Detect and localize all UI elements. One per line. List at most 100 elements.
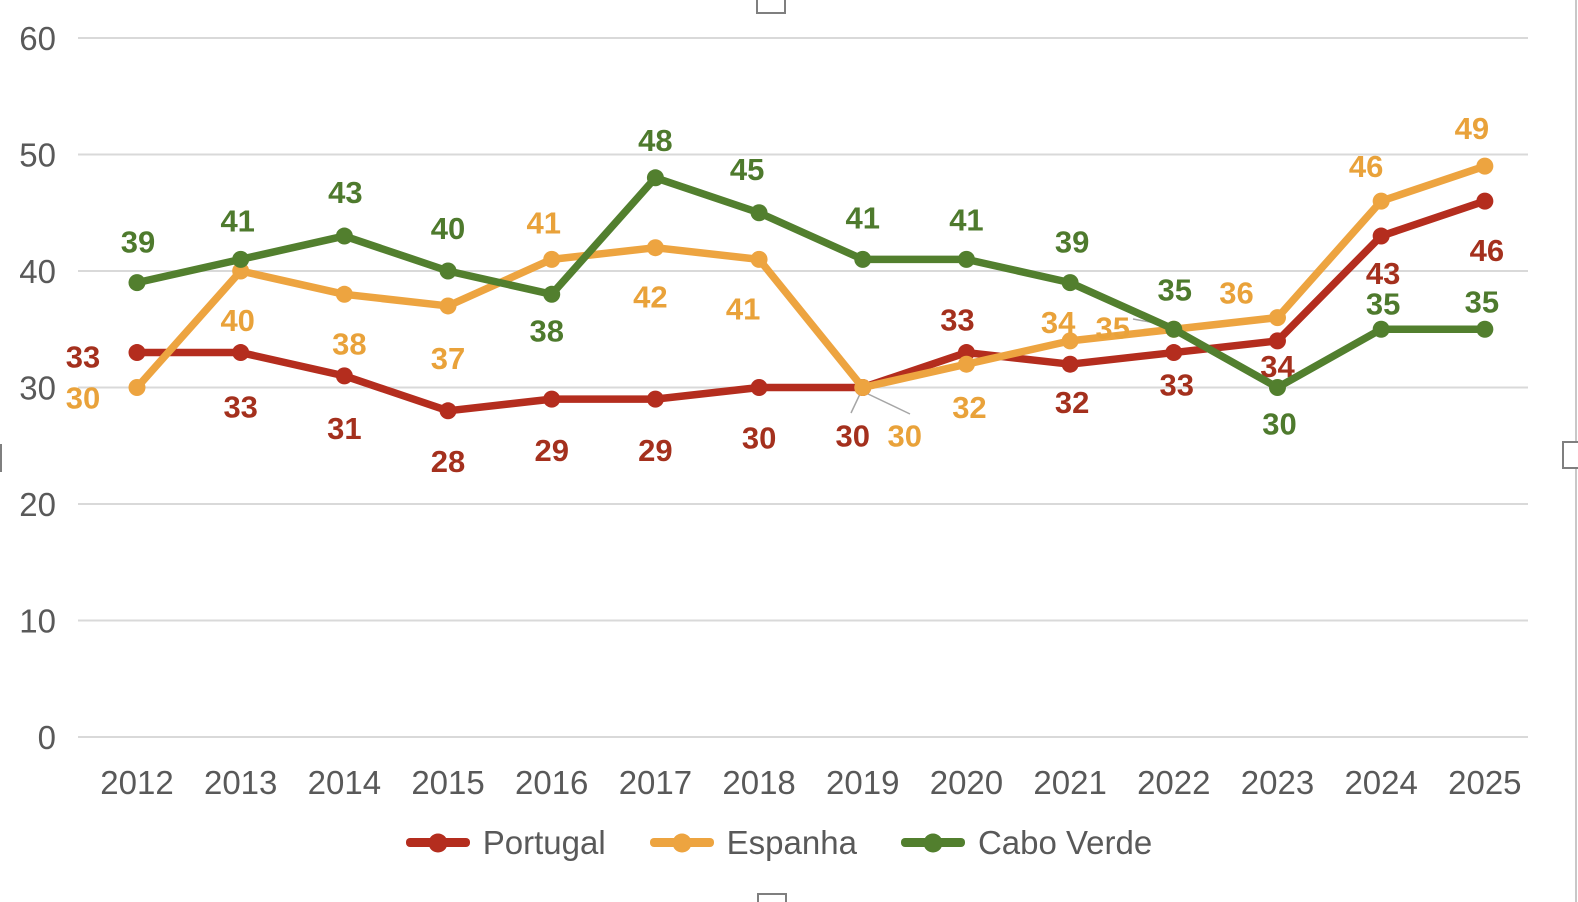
data-label-cabo-verde[interactable]: 43 — [328, 175, 362, 210]
data-point-portugal[interactable] — [439, 402, 457, 420]
data-point-espanha[interactable] — [1372, 192, 1390, 210]
chart-resize-handle-left[interactable] — [0, 444, 2, 472]
espanha-line-marker-icon — [649, 833, 714, 852]
y-axis-label: 40 — [19, 253, 56, 290]
data-label-portugal[interactable]: 30 — [836, 419, 870, 454]
data-label-cabo-verde[interactable]: 41 — [949, 202, 983, 237]
data-point-espanha[interactable] — [439, 297, 457, 315]
data-point-cabo-verde[interactable] — [646, 169, 664, 187]
data-label-espanha[interactable]: 40 — [220, 303, 254, 338]
y-axis-label: 30 — [19, 370, 56, 407]
data-point-cabo-verde[interactable] — [1372, 320, 1390, 338]
data-point-portugal[interactable] — [1268, 332, 1286, 350]
data-label-cabo-verde[interactable]: 38 — [529, 313, 563, 348]
data-point-espanha[interactable] — [335, 285, 353, 303]
data-point-espanha[interactable] — [1268, 309, 1286, 327]
data-label-portugal[interactable]: 33 — [940, 303, 974, 338]
data-point-portugal[interactable] — [1372, 227, 1390, 245]
data-label-espanha[interactable]: 30 — [888, 419, 922, 454]
data-point-cabo-verde[interactable] — [1165, 320, 1183, 338]
data-point-portugal[interactable] — [1165, 344, 1183, 362]
data-point-portugal[interactable] — [957, 344, 975, 362]
data-label-espanha[interactable]: 30 — [66, 381, 100, 416]
data-point-cabo-verde[interactable] — [750, 204, 768, 222]
data-point-cabo-verde[interactable] — [439, 262, 457, 280]
data-point-espanha[interactable] — [957, 355, 975, 373]
data-point-cabo-verde[interactable] — [335, 227, 353, 245]
data-label-leader-line — [850, 393, 861, 414]
data-point-espanha[interactable] — [646, 239, 664, 257]
data-point-espanha[interactable] — [128, 379, 146, 396]
data-label-espanha[interactable]: 42 — [633, 280, 667, 315]
legend-item-espanha[interactable]: Espanha — [649, 826, 857, 859]
data-label-espanha[interactable]: 38 — [332, 326, 366, 361]
data-label-cabo-verde[interactable]: 48 — [638, 123, 672, 158]
x-axis-label: 2018 — [722, 764, 795, 801]
data-label-cabo-verde[interactable]: 30 — [1262, 407, 1296, 442]
data-label-portugal[interactable]: 29 — [534, 433, 568, 468]
data-label-espanha[interactable]: 34 — [1041, 305, 1076, 340]
data-label-portugal[interactable]: 33 — [1160, 368, 1194, 403]
data-point-portugal[interactable] — [543, 390, 561, 408]
legend-item-cabo-verde[interactable]: Cabo Verde — [900, 826, 1152, 859]
series-line-espanha[interactable] — [133, 162, 1489, 392]
data-label-cabo-verde[interactable]: 35 — [1465, 284, 1499, 319]
data-label-espanha[interactable]: 36 — [1219, 276, 1253, 311]
data-label-cabo-verde[interactable]: 39 — [1055, 225, 1089, 260]
chart-resize-handle-bottom[interactable] — [757, 893, 787, 902]
data-point-portugal[interactable] — [128, 344, 146, 362]
data-point-portugal[interactable] — [1061, 355, 1079, 373]
data-point-cabo-verde[interactable] — [543, 285, 561, 303]
data-point-cabo-verde[interactable] — [232, 250, 250, 268]
data-label-portugal[interactable]: 28 — [431, 444, 465, 479]
data-label-portugal[interactable]: 43 — [1366, 256, 1400, 291]
data-label-cabo-verde[interactable]: 35 — [1366, 286, 1400, 321]
data-point-cabo-verde[interactable] — [1268, 379, 1286, 396]
data-point-espanha[interactable] — [1476, 157, 1494, 175]
data-label-cabo-verde[interactable]: 45 — [730, 152, 764, 187]
data-point-espanha[interactable] — [1061, 332, 1079, 350]
data-label-cabo-verde[interactable]: 39 — [121, 225, 155, 260]
data-label-espanha[interactable]: 46 — [1349, 149, 1383, 184]
legend-item-portugal[interactable]: Portugal — [405, 826, 606, 859]
data-point-espanha[interactable] — [750, 250, 768, 268]
data-label-portugal[interactable]: 32 — [1055, 385, 1089, 420]
data-label-espanha[interactable]: 41 — [726, 291, 760, 326]
data-label-portugal[interactable]: 30 — [742, 421, 776, 456]
data-point-portugal[interactable] — [750, 379, 768, 396]
x-axis-label: 2017 — [619, 764, 692, 801]
y-axis-label: 10 — [19, 603, 56, 640]
data-label-espanha[interactable]: 35 — [1096, 310, 1130, 345]
data-label-cabo-verde[interactable]: 41 — [846, 200, 880, 235]
data-label-cabo-verde[interactable]: 41 — [220, 203, 254, 238]
data-point-portugal[interactable] — [335, 367, 353, 385]
y-axis-label: 0 — [38, 719, 56, 756]
data-point-cabo-verde[interactable] — [1061, 274, 1079, 292]
data-label-portugal[interactable]: 31 — [327, 411, 361, 446]
data-label-cabo-verde[interactable]: 35 — [1158, 272, 1192, 307]
data-point-cabo-verde[interactable] — [957, 250, 975, 268]
data-point-cabo-verde[interactable] — [854, 250, 872, 268]
data-label-portugal[interactable]: 29 — [638, 433, 672, 468]
data-point-espanha[interactable] — [232, 262, 250, 280]
data-point-espanha[interactable] — [854, 379, 872, 396]
series-line-portugal[interactable] — [133, 197, 1489, 415]
chart-resize-handle-top[interactable] — [756, 0, 786, 14]
data-point-portugal[interactable] — [232, 344, 250, 362]
data-point-portugal[interactable] — [646, 390, 664, 408]
chart-resize-handle-right[interactable] — [1562, 441, 1578, 469]
data-point-cabo-verde[interactable] — [1476, 320, 1494, 338]
data-label-espanha[interactable]: 49 — [1455, 111, 1489, 146]
data-label-cabo-verde[interactable]: 40 — [431, 211, 465, 246]
data-label-espanha[interactable]: 37 — [431, 341, 465, 376]
data-label-portugal[interactable]: 46 — [1470, 233, 1504, 268]
data-label-espanha[interactable]: 41 — [526, 205, 560, 240]
data-point-espanha[interactable] — [543, 250, 561, 268]
data-label-espanha[interactable]: 32 — [952, 390, 986, 425]
data-point-portugal[interactable] — [1476, 192, 1494, 210]
data-point-cabo-verde[interactable] — [128, 274, 146, 292]
x-axis-label: 2025 — [1448, 764, 1521, 801]
data-label-portugal[interactable]: 33 — [223, 390, 257, 425]
data-label-portugal[interactable]: 33 — [66, 340, 100, 375]
series-line-cabo-verde[interactable] — [133, 174, 1489, 392]
